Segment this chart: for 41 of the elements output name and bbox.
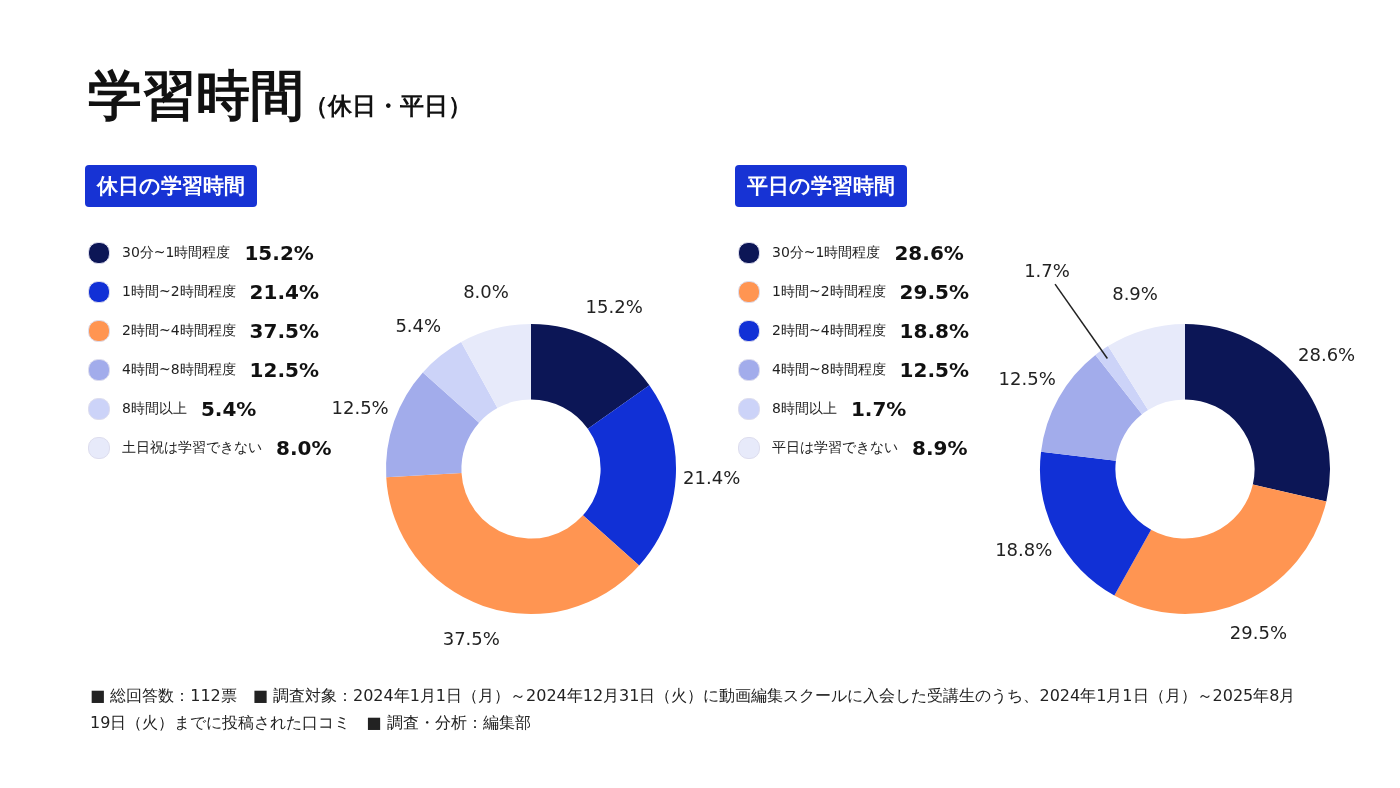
data-label: 28.6%: [1298, 343, 1356, 365]
data-label: 37.5%: [442, 627, 500, 649]
legend-label: 土日祝は学習できない: [122, 438, 262, 457]
text: 29.5%: [899, 279, 969, 304]
legend-label: 30分~1時間程度: [772, 243, 881, 262]
legend-label: 2時間~4時間程度: [122, 321, 236, 340]
chart-title: 平日の学習時間: [735, 165, 907, 207]
chart-title: 休日の学習時間: [85, 165, 257, 207]
data-label: 5.4%: [395, 315, 442, 337]
legend-label: 30分~1時間程度: [122, 243, 231, 262]
data-label: 8.9%: [1112, 282, 1158, 304]
text: 21.4%: [249, 279, 319, 304]
legend-label: 4時間~8時間程度: [122, 360, 236, 379]
legend-label: 2時間~4時間程度: [772, 321, 886, 340]
text: （休日・平日）: [304, 91, 472, 122]
text: 37.5%: [249, 318, 319, 343]
data-label: 21.4%: [683, 466, 741, 488]
data-label: 15.2%: [585, 295, 643, 317]
text: 28.6%: [894, 240, 964, 265]
data-label: 29.5%: [1229, 622, 1288, 644]
data-label: 12.5%: [998, 367, 1056, 389]
legend-label: 4時間~8時間程度: [772, 360, 886, 379]
text: 15.2%: [244, 240, 314, 265]
text: 5.4%: [200, 396, 257, 421]
text: 8.0%: [276, 435, 332, 460]
legend-label: 1時間~2時間程度: [122, 282, 236, 301]
text: 12.5%: [249, 357, 319, 382]
text: 学習時間: [88, 63, 304, 129]
text: ■ 総回答数：112票 ■ 調査対象：2024年1月1日（月）～2024年12月31日（火）に動画編集スクールに入会した受講生のうち、2024年1月1日（月）～2025年8月19日（火）までに投稿された口コミ ■ 調査・分析：編集部: [90, 685, 1297, 734]
data-label: 12.5%: [331, 396, 389, 418]
data-label: 18.8%: [995, 538, 1053, 560]
text: 18.8%: [899, 318, 969, 343]
legend-label: 8時間以上: [772, 399, 837, 418]
data-label: 8.0%: [463, 281, 509, 303]
text: 8.9%: [912, 435, 968, 460]
text: 12.5%: [899, 357, 969, 382]
legend-label: 平日は学習できない: [772, 438, 898, 457]
text: 1.7%: [850, 396, 907, 421]
data-label: 1.7%: [1024, 260, 1070, 282]
legend-label: 1時間~2時間程度: [772, 282, 886, 301]
legend-label: 8時間以上: [122, 399, 187, 418]
